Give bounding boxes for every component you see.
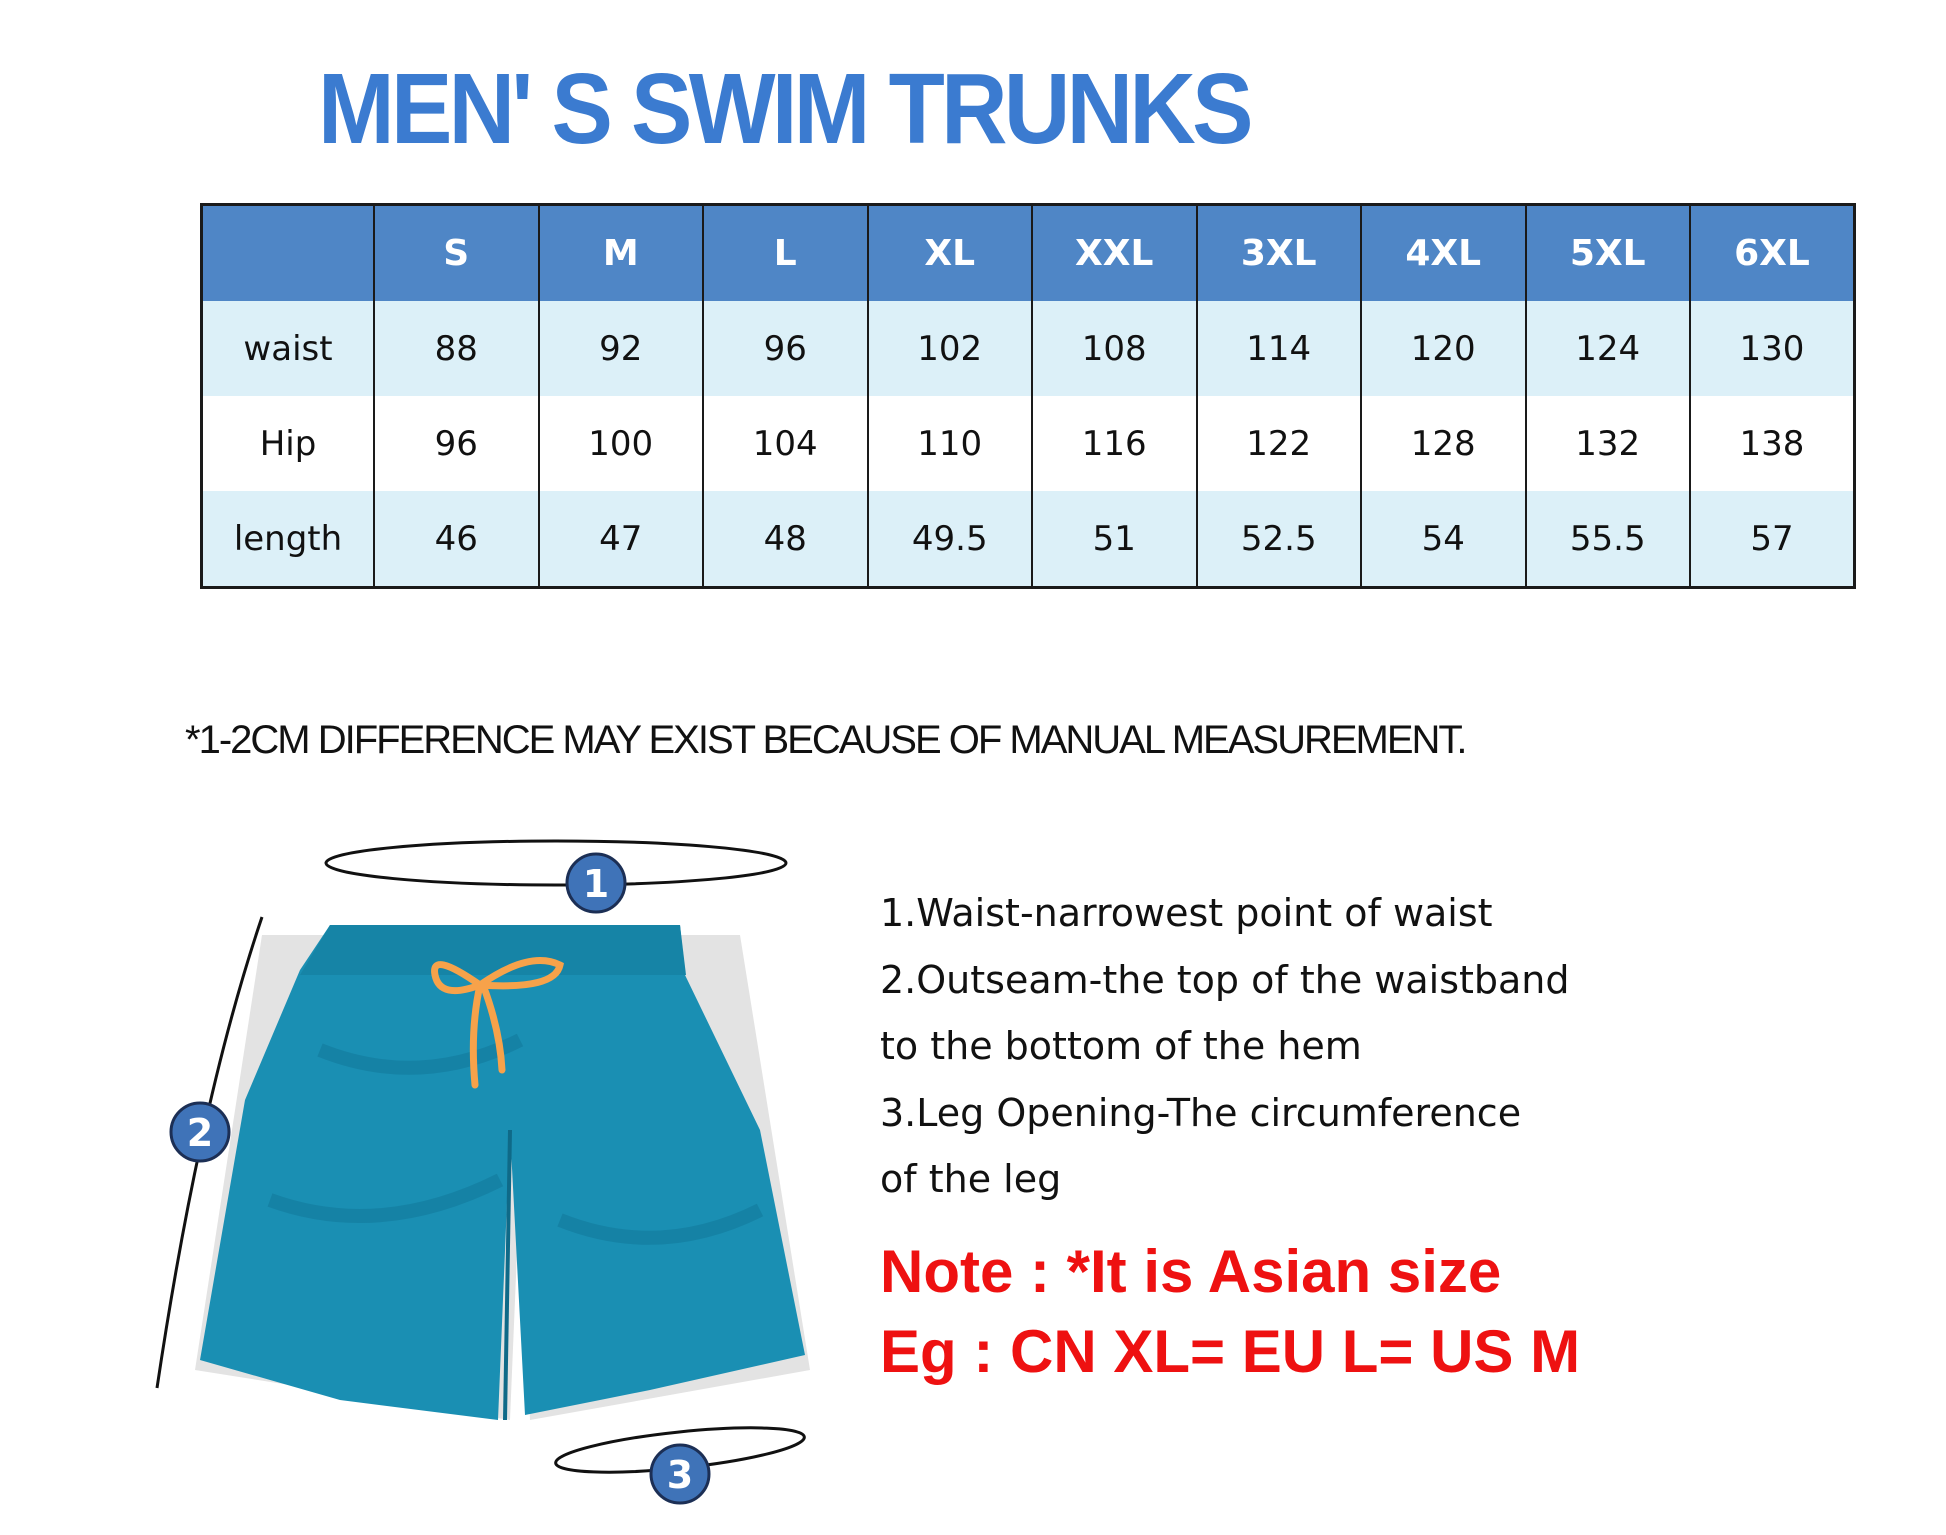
instruction-line: 3.Leg Opening-The circumference [880,1090,1522,1135]
row-label: length [200,491,375,588]
table-row: length 46 47 48 49.5 51 52.5 54 55.5 57 [200,491,1856,588]
table-cell: 51 [1031,491,1198,588]
table-cell: 46 [373,491,540,588]
size-header-6xl: 6XL [1689,204,1856,301]
table-cell: 52.5 [1195,491,1362,588]
table-cell: 124 [1524,301,1691,396]
table-cell: 132 [1524,396,1691,491]
waist-measure-line [324,839,788,887]
page-title: MEN' S SWIM TRUNKS [318,53,1254,165]
size-chart-table: S M L XL XXL 3XL 4XL 5XL 6XL waist 88 92 96 102 108 11… [200,203,1856,589]
shorts-image [200,925,805,1421]
table-cell: 47 [537,491,704,588]
marker-1-label: 1 [583,862,609,906]
table-cell: 130 [1689,301,1856,396]
table-cell: 116 [1031,396,1198,491]
header-corner-cell [200,204,375,301]
size-header-m: M [537,204,704,301]
note-line-2: Eg : CN XL= EU L= US M [880,1318,1581,1385]
table-cell: 128 [1360,396,1527,491]
size-header-3xl: 3XL [1195,204,1362,301]
table-cell: 54 [1360,491,1527,588]
instruction-line: to the bottom of the hem [880,1024,1362,1068]
marker-2-badge: 2 [169,1101,231,1163]
table-row: waist 88 92 96 102 108 114 120 124 130 [200,301,1856,396]
table-cell: 114 [1195,301,1362,396]
table-cell: 104 [702,396,869,491]
drawstring [431,957,564,1089]
table-cell: 92 [537,301,704,396]
marker-3-badge: 3 [649,1443,711,1505]
table-cell: 120 [1360,301,1527,396]
size-header-4xl: 4XL [1360,204,1527,301]
table-cell: 138 [1689,396,1856,491]
instruction-line: 1.Waist-narrowest point of waist [880,891,1493,935]
table-cell: 57 [1689,491,1856,588]
size-header-l: L [702,204,869,301]
note-line-1: Note : *It is Asian size [880,1238,1502,1305]
size-header-xl: XL [866,204,1033,301]
table-cell: 88 [373,301,540,396]
table-row: Hip 96 100 104 110 116 122 128 132 138 [200,396,1856,491]
row-label: Hip [200,396,375,491]
table-cell: 48 [702,491,869,588]
instruction-line: of the leg [880,1157,1062,1201]
size-note: Note : *It is Asian size Eg : CN XL= EU … [880,1232,1580,1392]
table-cell: 100 [537,396,704,491]
table-cell: 96 [702,301,869,396]
size-header-xxl: XXL [1031,204,1198,301]
measurement-instructions: 1.Waist-narrowest point of waist 2.Outse… [880,880,1570,1213]
table-cell: 49.5 [866,491,1033,588]
instruction-line: 2.Outseam-the top of the waistband [880,957,1570,1002]
marker-2-label: 2 [187,1111,213,1155]
size-header-s: S [373,204,540,301]
table-cell: 122 [1195,396,1362,491]
table-cell: 55.5 [1524,491,1691,588]
marker-1-badge: 1 [565,852,627,914]
table-cell: 102 [866,301,1033,396]
table-cell: 96 [373,396,540,491]
measurement-disclaimer: *1-2CM DIFFERENCE MAY EXIST BECAUSE OF M… [185,718,1468,762]
table-cell: 110 [866,396,1033,491]
marker-3-label: 3 [667,1453,693,1497]
table-cell: 108 [1031,301,1198,396]
table-header-row: S M L XL XXL 3XL 4XL 5XL 6XL [200,204,1856,301]
size-header-5xl: 5XL [1524,204,1691,301]
row-label: waist [200,301,375,396]
